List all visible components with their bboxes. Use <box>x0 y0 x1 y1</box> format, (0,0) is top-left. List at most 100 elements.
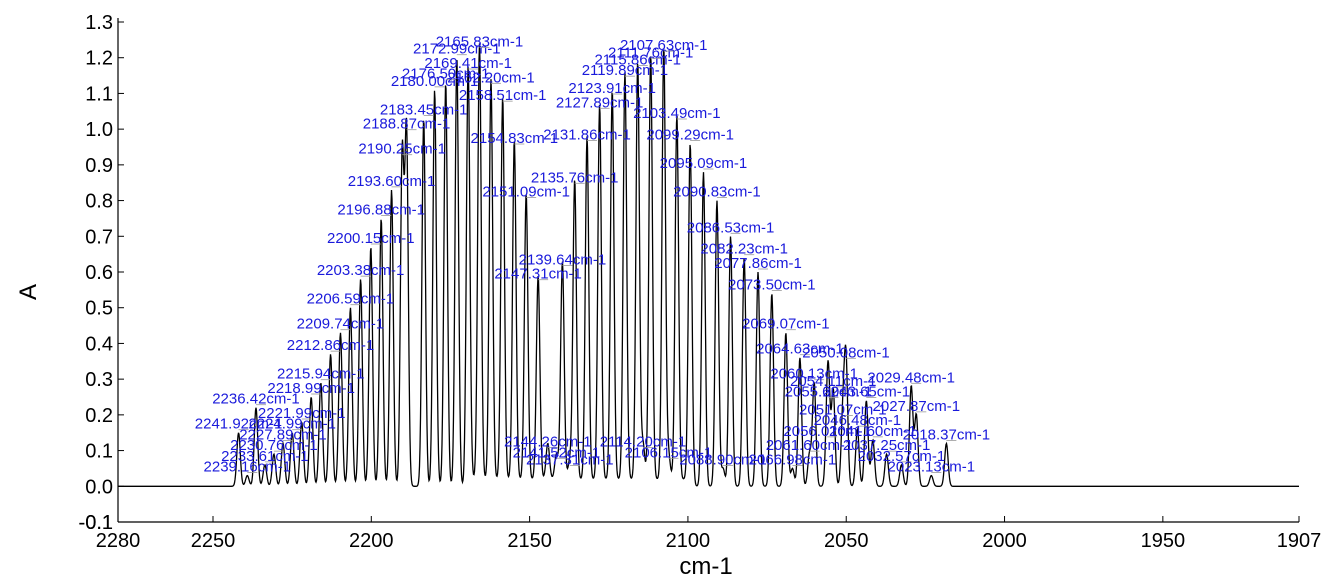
peak-label: 2193.60cm-1 <box>348 173 436 190</box>
y-tick-label: 0.5 <box>85 298 113 320</box>
y-tick-label: 0.8 <box>85 191 113 213</box>
peak-label: 2239.16cm-1 <box>204 459 292 476</box>
peak-label: 2106.15cm-1 <box>625 444 713 461</box>
y-axis-title: A <box>15 284 42 300</box>
x-tick-label: 2100 <box>666 530 711 552</box>
x-tick-label: 2280 <box>96 530 141 552</box>
peak-label: 2215.94cm-1 <box>277 366 365 383</box>
y-tick-label: 0.0 <box>85 476 113 498</box>
peak-label: 2224.99cm-1 <box>248 416 336 433</box>
peak-label: 2115.86cm-1 <box>594 51 680 68</box>
peak-label: 2060.13cm-1 <box>770 366 858 383</box>
peak-label: 2086.53cm-1 <box>687 219 775 236</box>
peak-label: 2090.83cm-1 <box>673 184 761 201</box>
peak-label: 2055.62cm-1 <box>785 384 873 401</box>
peak-label: 2180.00cm-1 <box>391 73 479 90</box>
peak-label: 2046.48cm-1 <box>814 412 902 429</box>
peak-label: 2043.65cm-1 <box>823 384 911 401</box>
peak-label: 2183.45cm-1 <box>380 101 468 118</box>
peak-label: 2032.57cm-1 <box>858 448 946 465</box>
x-tick-label: 2050 <box>824 530 869 552</box>
peak-label: 2158.51cm-1 <box>459 87 547 104</box>
y-tick-label: -0.1 <box>79 512 113 534</box>
peak-label: 2169.41cm-1 <box>424 55 512 72</box>
peak-label: 2037.25cm-1 <box>843 437 931 454</box>
peak-label: 2027.87cm-1 <box>873 398 961 415</box>
peak-label: 2103.49cm-1 <box>633 105 721 122</box>
peak-label: 2154.83cm-1 <box>471 130 559 147</box>
peak-label: 2056.01cm-1 <box>783 423 871 440</box>
peak-label: 2041.60cm-1 <box>829 423 917 440</box>
peak-label: 2119.89cm-1 <box>582 62 668 79</box>
peak-label: 2172.99cm-1 <box>413 41 501 58</box>
y-tick-label: 0.2 <box>85 405 113 427</box>
peak-label: 2054.11cm-1 <box>790 373 876 390</box>
peak-label: 2018.37cm-1 <box>903 426 991 443</box>
peak-label: 2147.31cm-1 <box>494 266 582 283</box>
peak-label: 2212.86cm-1 <box>287 337 375 354</box>
peak-label: 2190.25cm-1 <box>358 141 446 158</box>
y-tick-label: 0.9 <box>85 155 113 177</box>
y-tick-label: 0.4 <box>85 333 113 355</box>
peak-label: 2151.09cm-1 <box>482 184 570 201</box>
peak-label: 2137.31cm-1 <box>526 451 614 468</box>
peak-label: 2227.89cm-1 <box>239 426 327 443</box>
peak-label: 2218.99cm-1 <box>267 380 355 397</box>
peak-label: 2196.88cm-1 <box>337 201 425 218</box>
y-tick-label: 1.1 <box>85 83 113 105</box>
y-tick-label: 0.7 <box>85 226 113 248</box>
peak-label: 2111.76cm-1 <box>608 44 693 61</box>
y-tick-label: 0.6 <box>85 262 113 284</box>
y-tick-label: -0.1 <box>79 512 113 534</box>
peak-label: 2029.48cm-1 <box>867 369 955 386</box>
spectrum-trace <box>118 43 1299 487</box>
peak-label: 2099.29cm-1 <box>646 126 734 143</box>
peak-label: 2069.07cm-1 <box>742 316 830 333</box>
peak-label: 2064.63cm-1 <box>756 341 844 358</box>
peak-label: 2073.50cm-1 <box>728 276 816 293</box>
peak-label: 2236.42cm-1 <box>212 391 300 408</box>
peak-label: 2141.52cm-1 <box>513 444 601 461</box>
peak-label: 2050.08cm-1 <box>802 344 890 361</box>
peak-label: 2209.74cm-1 <box>297 316 385 333</box>
peak-label: 2051.07cm-1 <box>799 401 887 418</box>
peak-label: 2176.50cm-1 <box>402 66 490 83</box>
x-axis-title: cm-1 <box>679 553 732 580</box>
peak-label: 2144.26cm-1 <box>504 434 592 451</box>
peak-label: 2114.20cm-1 <box>600 434 686 451</box>
peak-label: 2088.90cm-1 <box>679 451 767 468</box>
peak-label: 2241.92cm-1 <box>195 416 283 433</box>
x-tick-label: 2200 <box>349 530 394 552</box>
peak-label: 2131.86cm-1 <box>543 126 631 143</box>
y-tick-label: 1.2 <box>85 48 113 70</box>
axes: 2280 2250 2200 2150 2100 2050 2000 1950 1907 1.3 1… <box>79 12 1322 552</box>
peak-label: 2095.09cm-1 <box>660 155 748 172</box>
peak-label: 2203.38cm-1 <box>317 262 405 279</box>
peak-label: 2135.76cm-1 <box>531 169 619 186</box>
x-tick-label: 2150 <box>507 530 552 552</box>
peak-label: 2023.13cm-1 <box>888 459 976 476</box>
y-tick-label: 0.3 <box>85 369 113 391</box>
peak-label: 2165.83cm-1 <box>436 34 524 51</box>
peak-label: 2077.86cm-1 <box>714 255 802 272</box>
peak-label: 2221.99cm-1 <box>258 405 346 422</box>
x-tick-label: 1950 <box>1141 530 1186 552</box>
peak-label: 2139.64cm-1 <box>519 251 607 268</box>
peak-label: 2230.76cm-1 <box>230 437 318 454</box>
y-tick-label: 0.1 <box>85 441 113 463</box>
spectrum-line <box>118 43 1299 487</box>
peak-labels: 2241.92cm-1 2239.16cm-1 2236.42cm-1 2233.61… <box>195 34 990 476</box>
peak-label: 2082.23cm-1 <box>700 241 788 258</box>
x-tick-label: 1907 <box>1277 530 1322 552</box>
peak-label: 2066.98cm-1 <box>749 451 837 468</box>
peak-label: 2233.61cm-1 <box>221 448 309 465</box>
peak-label: 2127.89cm-1 <box>556 94 644 111</box>
peak-label: 2162.20cm-1 <box>447 69 535 86</box>
x-tick-label: 2000 <box>982 530 1027 552</box>
y-tick-label: 1.0 <box>85 119 113 141</box>
peak-label: 2206.59cm-1 <box>307 291 395 308</box>
x-tick-label: 2250 <box>191 530 236 552</box>
peak-label: 2061.60cm-1 <box>766 437 854 454</box>
y-tick-label: 1.3 <box>85 12 113 34</box>
